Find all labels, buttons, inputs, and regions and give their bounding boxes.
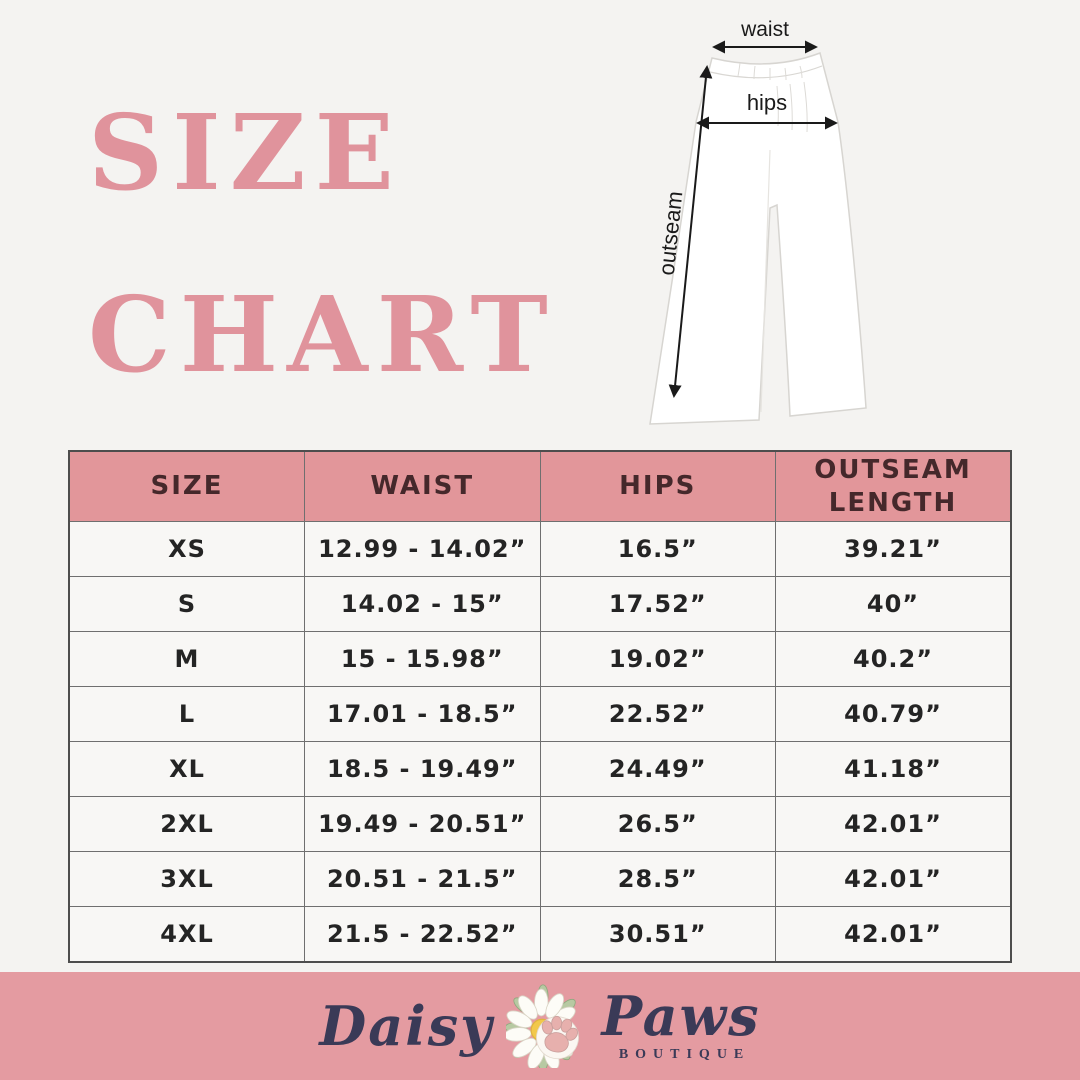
cell-size: M: [68, 631, 305, 687]
table-row-m: M 15 - 15.98” 19.02” 40.2”: [68, 631, 1012, 687]
table-row-l: L 17.01 - 18.5” 22.52” 40.79”: [68, 686, 1012, 742]
outseam-arrow: [668, 65, 713, 398]
pants-illustration: waist hips outseam: [649, 18, 867, 425]
footer-brand-bar: Daisy: [0, 972, 1080, 1080]
cell-waist: 20.51 - 21.5”: [304, 851, 541, 907]
cell-outseam: 42.01”: [775, 851, 1012, 907]
page-title: SIZE CHART: [88, 62, 557, 426]
cell-outseam: 40.79”: [775, 686, 1012, 742]
cell-waist: 17.01 - 18.5”: [304, 686, 541, 742]
col-header-size: SIZE: [68, 450, 305, 522]
cell-waist: 12.99 - 14.02”: [304, 521, 541, 577]
table-row-3xl: 3XL 20.51 - 21.5” 28.5” 42.01”: [68, 851, 1012, 907]
brand-paws-block: Paws BOUTIQUE: [602, 989, 761, 1063]
cell-outseam: 42.01”: [775, 796, 1012, 852]
cell-waist: 21.5 - 22.52”: [304, 906, 541, 963]
daisy-paw-icon: [503, 984, 590, 1071]
cell-waist: 14.02 - 15”: [304, 576, 541, 632]
cell-hips: 24.49”: [539, 741, 776, 797]
col-header-hips: HIPS: [539, 450, 776, 522]
table-row-xs: XS 12.99 - 14.02” 16.5” 39.21”: [68, 521, 1012, 577]
cell-hips: 30.51”: [539, 906, 776, 963]
size-table: SIZE WAIST HIPS OUTSEAM LENGTH XS 12.99 …: [68, 450, 1012, 963]
cell-hips: 28.5”: [539, 851, 776, 907]
cell-waist: 15 - 15.98”: [304, 631, 541, 687]
waist-label: waist: [740, 18, 789, 41]
cell-outseam: 39.21”: [775, 521, 1012, 577]
cell-outseam: 42.01”: [775, 906, 1012, 963]
table-row-2xl: 2XL 19.49 - 20.51” 26.5” 42.01”: [68, 796, 1012, 852]
cell-outseam: 40”: [775, 576, 1012, 632]
brand-subtitle: BOUTIQUE: [618, 1047, 751, 1062]
cell-hips: 22.52”: [539, 686, 776, 742]
cell-size: XS: [68, 521, 305, 577]
cell-size: S: [68, 576, 305, 632]
cell-hips: 19.02”: [539, 631, 776, 687]
cell-size: L: [68, 686, 305, 742]
cell-hips: 16.5”: [539, 521, 776, 577]
table-row-4xl: 4XL 21.5 - 22.52” 30.51” 42.01”: [68, 906, 1012, 963]
cell-size: 3XL: [68, 851, 305, 907]
col-header-outseam-length: OUTSEAM LENGTH: [775, 450, 1012, 522]
pants-waistband-line: [709, 65, 823, 79]
table-row-xl: XL 18.5 - 19.49” 24.49” 41.18”: [68, 741, 1012, 797]
brand-word-paws: Paws: [601, 984, 761, 1048]
cell-size: 4XL: [68, 906, 305, 963]
cell-hips: 17.52”: [539, 576, 776, 632]
cell-waist: 19.49 - 20.51”: [304, 796, 541, 852]
cell-hips: 26.5”: [539, 796, 776, 852]
col-header-waist: WAIST: [304, 450, 541, 522]
cell-size: 2XL: [68, 796, 305, 852]
page-title-line1: SIZE: [88, 91, 403, 214]
cell-waist: 18.5 - 19.49”: [304, 741, 541, 797]
table-row-s: S 14.02 - 15” 17.52” 40”: [68, 576, 1012, 632]
size-table-header: SIZE WAIST HIPS OUTSEAM LENGTH: [68, 450, 1012, 522]
pants-measurement-diagram: waist hips outseam: [620, 0, 1020, 445]
cell-size: XL: [68, 741, 305, 797]
page-title-line2: CHART: [88, 273, 557, 396]
cell-outseam: 40.2”: [775, 631, 1012, 687]
brand-word-daisy: Daisy: [319, 994, 494, 1058]
cell-outseam: 41.18”: [775, 741, 1012, 797]
brand-logo: Daisy: [319, 984, 761, 1071]
hips-label: hips: [747, 90, 787, 115]
pants-crease-line: [760, 149, 771, 413]
